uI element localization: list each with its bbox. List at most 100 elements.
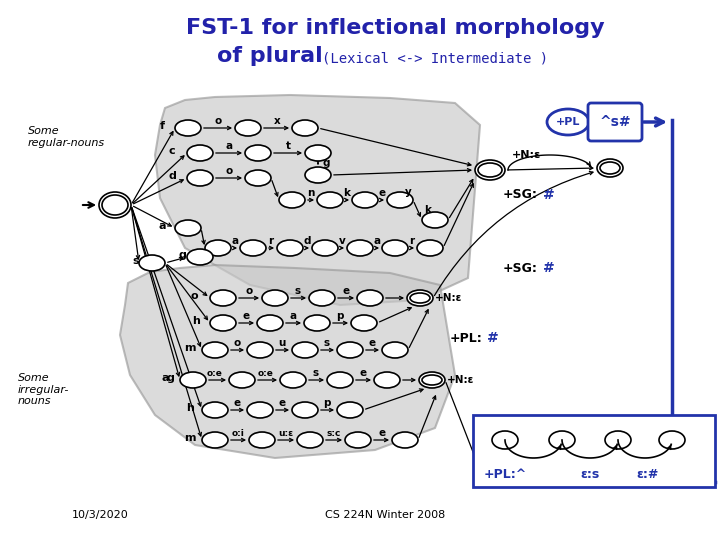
Text: v: v (338, 236, 346, 246)
Text: e: e (233, 398, 240, 408)
Text: ^s#: ^s# (599, 115, 631, 129)
Ellipse shape (249, 432, 275, 448)
Text: a: a (225, 141, 233, 151)
Text: +N:ε: +N:ε (447, 375, 474, 385)
Ellipse shape (478, 163, 502, 177)
Text: #: # (543, 261, 554, 275)
Text: u: u (279, 338, 286, 348)
FancyBboxPatch shape (473, 415, 715, 487)
Text: u:ε: u:ε (279, 429, 294, 437)
Text: +PL:^: +PL:^ (483, 468, 526, 481)
Ellipse shape (187, 249, 213, 265)
Text: CS 224N Winter 2008: CS 224N Winter 2008 (325, 510, 445, 520)
Ellipse shape (345, 432, 371, 448)
Text: e: e (359, 368, 366, 378)
Text: n: n (307, 188, 315, 198)
Ellipse shape (202, 432, 228, 448)
Text: Some
irregular-
nouns: Some irregular- nouns (18, 373, 69, 406)
Ellipse shape (475, 160, 505, 180)
Text: ε:#: ε:# (636, 468, 660, 481)
Text: +PL: +PL (556, 117, 580, 127)
Ellipse shape (382, 240, 408, 256)
Ellipse shape (597, 159, 623, 177)
Text: m: m (184, 433, 196, 443)
Ellipse shape (327, 372, 353, 388)
Ellipse shape (247, 402, 273, 418)
Text: +SG:: +SG: (503, 261, 538, 274)
Text: a: a (289, 311, 297, 321)
Text: r: r (410, 236, 415, 246)
Text: s: s (313, 368, 319, 378)
Text: +N:ε: +N:ε (435, 293, 462, 303)
Ellipse shape (202, 342, 228, 358)
Ellipse shape (175, 120, 201, 136)
Text: o:i: o:i (232, 429, 244, 437)
Text: o: o (215, 116, 222, 126)
Ellipse shape (245, 170, 271, 186)
Ellipse shape (605, 431, 631, 449)
Text: d: d (303, 236, 311, 246)
Text: t: t (286, 141, 290, 151)
Ellipse shape (187, 170, 213, 186)
Ellipse shape (357, 290, 383, 306)
Ellipse shape (387, 192, 413, 208)
Text: o:e: o:e (207, 368, 223, 377)
Ellipse shape (210, 290, 236, 306)
Ellipse shape (317, 192, 343, 208)
Ellipse shape (210, 315, 236, 331)
Polygon shape (155, 95, 480, 305)
Ellipse shape (102, 195, 128, 215)
Ellipse shape (407, 290, 433, 306)
Text: y: y (405, 187, 411, 197)
Text: ε:s: ε:s (580, 468, 600, 481)
Ellipse shape (240, 240, 266, 256)
Ellipse shape (337, 342, 363, 358)
Ellipse shape (175, 220, 201, 236)
Text: (Lexical <-> Intermediate ): (Lexical <-> Intermediate ) (322, 52, 548, 66)
Ellipse shape (187, 145, 213, 161)
Ellipse shape (347, 240, 373, 256)
Ellipse shape (351, 315, 377, 331)
Text: o: o (225, 166, 233, 176)
Polygon shape (120, 265, 455, 458)
Ellipse shape (99, 192, 131, 218)
Ellipse shape (235, 120, 261, 136)
Ellipse shape (297, 432, 323, 448)
Ellipse shape (352, 192, 378, 208)
FancyBboxPatch shape (588, 103, 642, 141)
Text: h: h (186, 403, 194, 413)
Text: +N:ε: +N:ε (512, 150, 541, 160)
Text: g: g (178, 250, 186, 260)
Text: c: c (168, 146, 175, 156)
Ellipse shape (229, 372, 255, 388)
Ellipse shape (492, 431, 518, 449)
Text: p: p (323, 398, 330, 408)
Ellipse shape (419, 372, 445, 388)
Text: a: a (374, 236, 381, 246)
Text: FST-1 for inflectional morphology: FST-1 for inflectional morphology (186, 18, 604, 38)
Ellipse shape (382, 342, 408, 358)
Text: e: e (279, 398, 286, 408)
Ellipse shape (422, 212, 448, 228)
Ellipse shape (277, 240, 303, 256)
Text: e: e (379, 428, 386, 438)
Text: f: f (160, 121, 164, 131)
Text: o: o (233, 338, 240, 348)
Text: Some
regular-nouns: Some regular-nouns (28, 126, 105, 147)
Ellipse shape (659, 431, 685, 449)
Text: a: a (231, 236, 238, 246)
Ellipse shape (279, 192, 305, 208)
Text: d: d (168, 171, 176, 181)
Ellipse shape (417, 240, 443, 256)
Text: a: a (158, 221, 166, 231)
Text: 10/3/2020: 10/3/2020 (71, 510, 128, 520)
Ellipse shape (304, 315, 330, 331)
Text: o: o (190, 291, 198, 301)
Ellipse shape (245, 145, 271, 161)
Ellipse shape (257, 315, 283, 331)
Text: k: k (425, 205, 431, 215)
Text: e: e (369, 338, 376, 348)
Text: e: e (343, 286, 350, 296)
Text: h: h (192, 316, 200, 326)
Text: s: s (295, 286, 301, 296)
